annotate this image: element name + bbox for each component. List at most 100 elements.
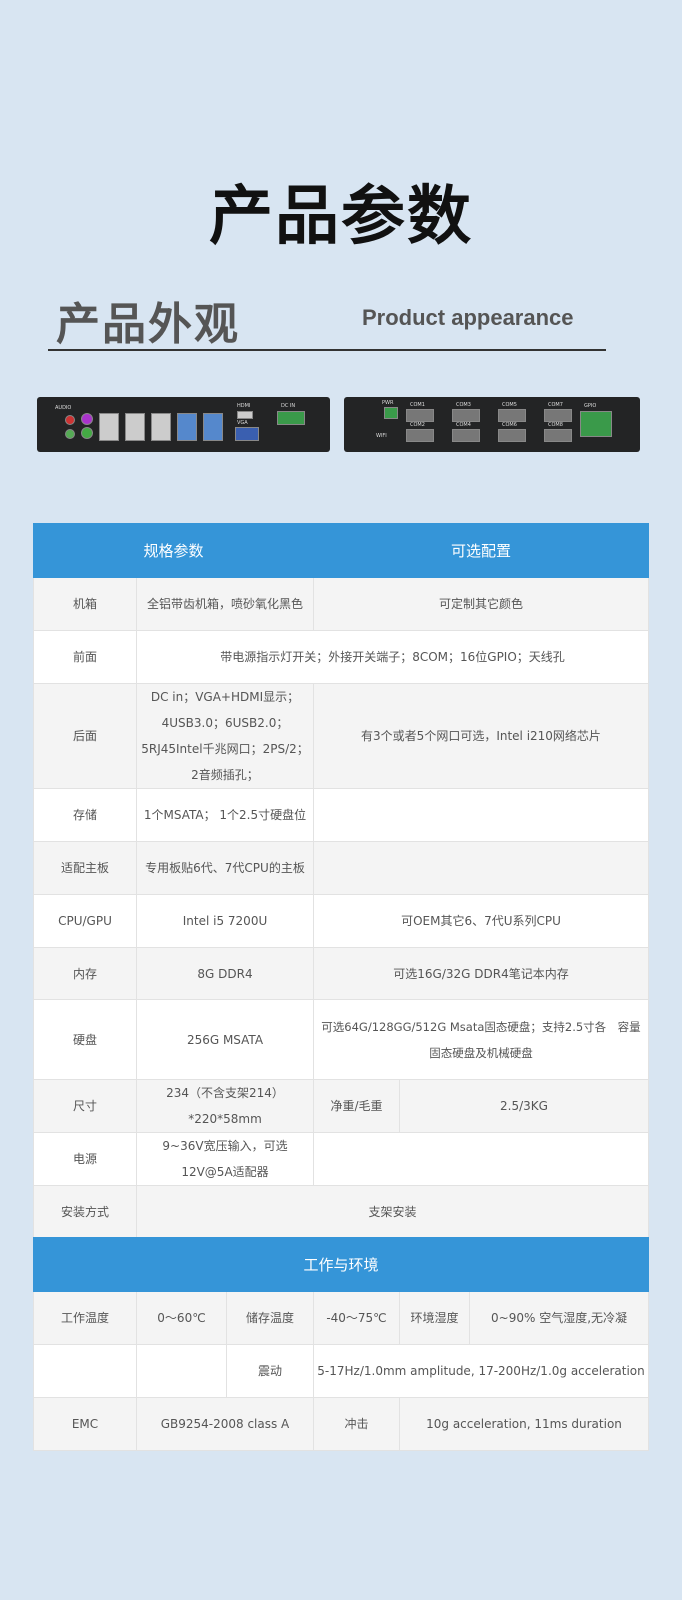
row-label: CPU/GPU [33, 894, 137, 948]
port-label: COM2 [410, 422, 425, 428]
com-port [452, 429, 480, 442]
hdmi-port [237, 411, 253, 419]
usb3-port [203, 413, 223, 441]
divider [48, 349, 606, 351]
row-value: DC in；VGA+HDMI显示；4USB3.0；6USB2.0；5RJ45In… [136, 683, 314, 789]
port-label: COM8 [548, 422, 563, 428]
port-label: COM4 [456, 422, 471, 428]
com-port [498, 429, 526, 442]
power-terminal [384, 407, 398, 419]
port-label: COM7 [548, 402, 563, 408]
table-row: 尺寸 234（不含支架214）*220*58mm 净重/毛重 2.5/3KG [33, 1079, 649, 1133]
env-table: 工作与环境 工作温度 0～60℃ 储存温度 -40～75℃ 环境湿度 0~90% 空气湿度… [32, 1237, 650, 1451]
port-label: VGA [237, 420, 248, 426]
cell: 0~90% 空气湿度,无冷凝 [468, 1291, 650, 1345]
cell: 储存温度 [226, 1291, 314, 1345]
row-label: 安装方式 [33, 1185, 137, 1239]
table-row: EMC GB9254-2008 class A 冲击 10g acceleration… [33, 1397, 650, 1451]
port-label: COM3 [456, 402, 471, 408]
row-value: 8G DDR4 [136, 947, 314, 1000]
port-label: WIFI [376, 433, 387, 439]
table-row: 存储 1个MSATA； 1个2.5寸硬盘位 [33, 788, 649, 842]
row-option [313, 788, 649, 842]
row-label: 存储 [33, 788, 137, 842]
row-option [313, 841, 649, 895]
table-row: 内存 8G DDR4 可选16G/32G DDR4笔记本内存 [33, 947, 649, 1000]
cell [33, 1344, 137, 1398]
row-label: 机箱 [33, 577, 137, 631]
lan-port [125, 413, 145, 441]
row-option: 可定制其它颜色 [313, 577, 649, 631]
row-label: 前面 [33, 630, 137, 684]
table-row: 电源 9~36V宽压输入，可选12V@5A适配器 [33, 1132, 649, 1186]
dc-in-port [277, 411, 305, 425]
row-option-label: 净重/毛重 [313, 1079, 400, 1133]
row-label: 电源 [33, 1132, 137, 1186]
cell: 震动 [226, 1344, 314, 1398]
com-port [544, 409, 572, 422]
row-option: 可OEM其它6、7代U系列CPU [313, 894, 649, 948]
cell [136, 1344, 227, 1398]
cell: 环境湿度 [399, 1291, 470, 1345]
table-row: 机箱 全铝带齿机箱，喷砂氧化黑色 可定制其它颜色 [33, 577, 649, 631]
row-value: 支架安装 [136, 1185, 649, 1239]
row-value: 全铝带齿机箱，喷砂氧化黑色 [136, 577, 314, 631]
cell: -40～75℃ [313, 1291, 400, 1345]
row-option: 有3个或者5个网口可选，Intel i210网络芯片 [313, 683, 649, 789]
com-port [406, 429, 434, 442]
port-label: AUDIO [55, 405, 72, 411]
port-label: GPIO [584, 403, 597, 409]
row-value: 专用板贴6代、7代CPU的主板 [136, 841, 314, 895]
table-row: 前面 带电源指示灯开关；外接开关端子；8COM；16位GPIO；天线孔 [33, 630, 649, 684]
section-title-cn: 产品外观 [56, 299, 240, 350]
section-title-en: Product appearance [362, 305, 574, 330]
table-row: 硬盘 256G MSATA 可选64G/128GG/512G Msata固态硬盘；支… [33, 999, 649, 1080]
row-label: 内存 [33, 947, 137, 1000]
cell: 冲击 [313, 1397, 400, 1451]
page-title: 产品参数 [209, 180, 473, 254]
cell: 工作温度 [33, 1291, 137, 1345]
port-label: HDMI [237, 403, 251, 409]
cell: 5-17Hz/1.0mm amplitude, 17-200Hz/1.0g ac… [312, 1344, 650, 1398]
audio-port [65, 429, 75, 439]
ps2-port [81, 427, 93, 439]
com-port [452, 409, 480, 422]
table-row: 适配主板 专用板贴6代、7代CPU的主板 [33, 841, 649, 895]
product-photo-front: PWR COM1 COM3 COM5 COM7 COM2 COM4 COM6 C… [344, 397, 640, 452]
com-port [406, 409, 434, 422]
row-value: Intel i5 7200U [136, 894, 314, 948]
audio-port [65, 415, 75, 425]
port-label: COM1 [410, 402, 425, 408]
row-option [313, 1132, 649, 1186]
vga-port [235, 427, 259, 441]
row-option: 可选16G/32G DDR4笔记本内存 [313, 947, 649, 1000]
port-label: COM5 [502, 402, 517, 408]
table-row: CPU/GPU Intel i5 7200U 可OEM其它6、7代U系列CPU [33, 894, 649, 948]
spec-table: 规格参数 可选配置 机箱 全铝带齿机箱，喷砂氧化黑色 可定制其它颜色 前面 带电源指示灯… [33, 523, 649, 1239]
row-value: 带电源指示灯开关；外接开关端子；8COM；16位GPIO；天线孔 [136, 630, 649, 684]
row-value: 234（不含支架214）*220*58mm [136, 1079, 314, 1133]
lan-port [99, 413, 119, 441]
lan-port [151, 413, 171, 441]
row-value: 9~36V宽压输入，可选12V@5A适配器 [136, 1132, 314, 1186]
table-row: 震动 5-17Hz/1.0mm amplitude, 17-200Hz/1.0g … [33, 1344, 650, 1398]
table-header: 工作与环境 [32, 1237, 650, 1292]
com-port [544, 429, 572, 442]
port-label: COM6 [502, 422, 517, 428]
product-photo-rear: AUDIO HDMI VGA DC IN [37, 397, 330, 452]
row-value: 1个MSATA； 1个2.5寸硬盘位 [136, 788, 314, 842]
row-option: 可选64G/128GG/512G Msata固态硬盘；支持2.5寸各 容量固态硬… [313, 999, 649, 1080]
cell: GB9254-2008 class A [136, 1397, 314, 1451]
com-port [498, 409, 526, 422]
table-row: 后面 DC in；VGA+HDMI显示；4USB3.0；6USB2.0；5RJ45… [33, 683, 649, 789]
gpio-terminal [580, 411, 612, 437]
usb3-port [177, 413, 197, 441]
port-label: PWR [382, 400, 394, 406]
table-header: 规格参数 [33, 523, 314, 578]
row-option: 2.5/3KG [399, 1079, 649, 1133]
cell: 10g acceleration, 11ms duration [398, 1397, 650, 1451]
row-label: 适配主板 [33, 841, 137, 895]
cell: EMC [33, 1397, 137, 1451]
table-row: 工作温度 0～60℃ 储存温度 -40～75℃ 环境湿度 0~90% 空气湿度,无冷凝 [33, 1291, 650, 1345]
